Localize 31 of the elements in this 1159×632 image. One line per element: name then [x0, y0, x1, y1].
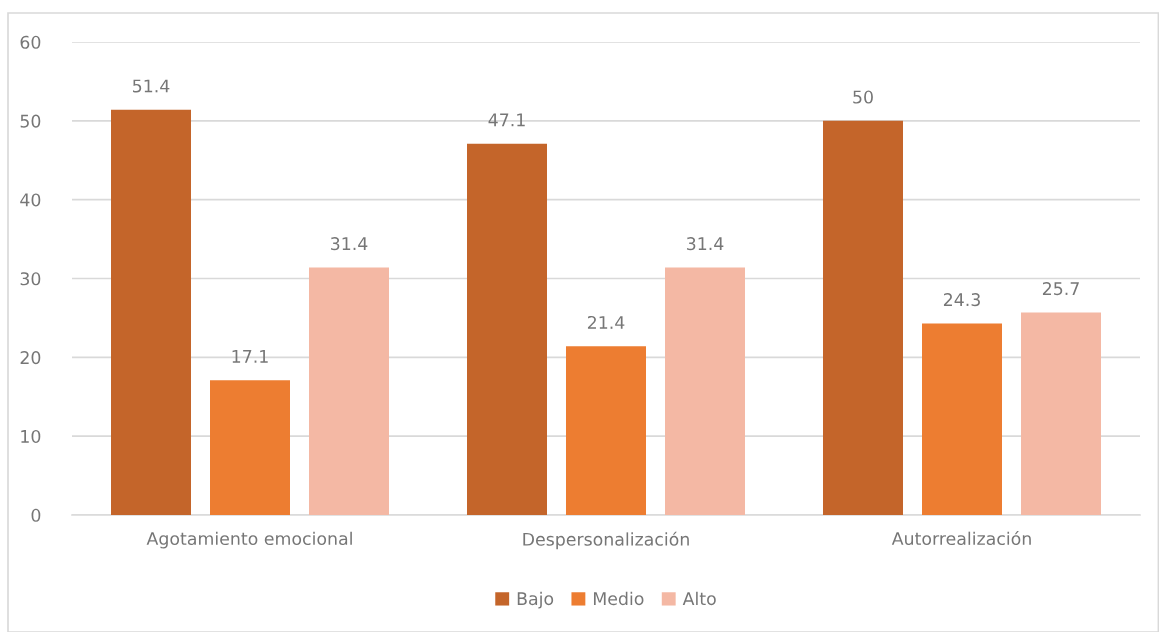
data-label: 21.4 — [587, 315, 625, 329]
y-tick-label: 0 — [31, 508, 41, 522]
y-tick-label: 60 — [20, 35, 41, 49]
bar — [111, 109, 191, 515]
data-label: 51.4 — [133, 79, 170, 93]
data-label: 50 — [853, 90, 873, 104]
data-label: 31.4 — [331, 237, 368, 251]
legend-label: Bajo — [517, 591, 554, 609]
x-tick-label: Agotamiento emocional — [146, 531, 352, 549]
bar — [566, 346, 646, 515]
bar — [1021, 312, 1101, 515]
x-tick-label: Autorrealización — [891, 530, 1031, 546]
legend-label: Alto — [682, 591, 716, 606]
y-tick-label: 10 — [21, 429, 41, 444]
data-label: 25.7 — [1042, 282, 1079, 296]
bar — [467, 143, 547, 515]
y-tick-label: 50 — [20, 114, 41, 128]
data-label: 47.1 — [488, 113, 525, 127]
data-label: 31.4 — [687, 237, 724, 251]
data-label: 17.1 — [232, 350, 268, 363]
bar — [210, 380, 290, 515]
bar — [665, 267, 745, 515]
y-tick-label: 20 — [20, 351, 41, 365]
legend-label: Medio — [593, 591, 644, 606]
x-tick-label: Despersonalización — [523, 531, 689, 550]
bar — [823, 120, 903, 515]
bar — [309, 267, 389, 515]
data-label: 24.3 — [943, 293, 980, 307]
bar — [922, 323, 1002, 515]
y-tick-label: 40 — [20, 193, 41, 207]
y-tick-label: 30 — [20, 272, 41, 286]
